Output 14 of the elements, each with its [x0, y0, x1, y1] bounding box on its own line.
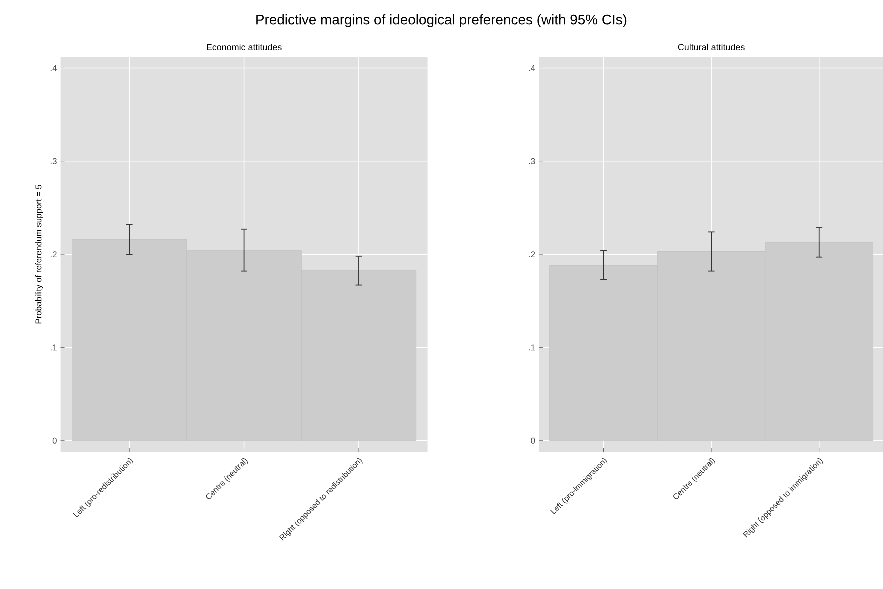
- y-tick-label: .4: [50, 65, 58, 72]
- y-tick-label: 0: [531, 438, 536, 444]
- y-tick-label: 0: [52, 438, 57, 444]
- y-tick-label: .1: [50, 344, 57, 351]
- y-tick-label: .2: [50, 252, 57, 258]
- y-tick-label: .2: [529, 252, 536, 258]
- y-tick-label: .4: [529, 65, 536, 72]
- chart-title: Economic attitudes: [207, 44, 282, 51]
- y-tick-label: .3: [50, 158, 57, 164]
- chart-title: Cultural attitudes: [678, 44, 745, 51]
- text: Predictive margins of ideological preferences (with 95% CIs): [256, 14, 627, 28]
- y-axis-title: Probability of referendum support = 5: [35, 185, 44, 324]
- y-tick-label: .1: [529, 344, 536, 351]
- y-tick-label: .3: [529, 158, 536, 164]
